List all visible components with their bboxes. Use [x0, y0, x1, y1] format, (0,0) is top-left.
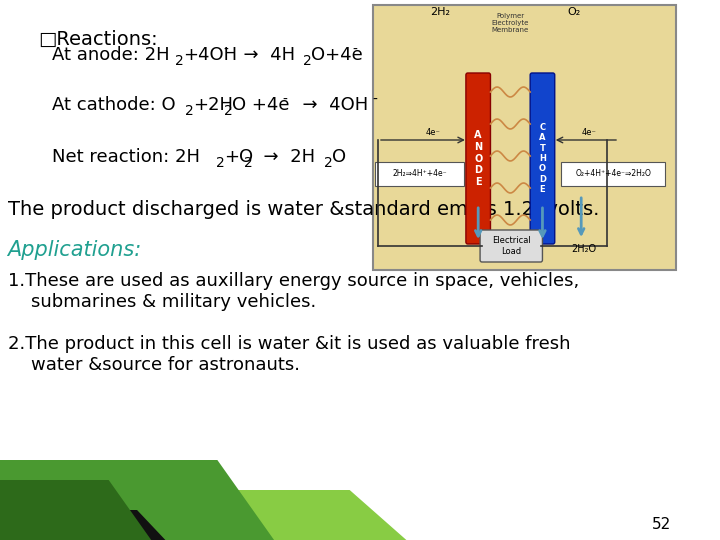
Text: A
N
O
D
E: A N O D E	[474, 130, 482, 187]
Text: -: -	[352, 43, 357, 57]
Text: -: -	[283, 93, 287, 107]
Text: O: O	[331, 148, 346, 166]
Text: 2: 2	[224, 104, 233, 118]
Polygon shape	[0, 490, 406, 540]
Text: 2: 2	[185, 104, 194, 118]
Text: O₂+4H⁺+4e⁻⇒2H₂O: O₂+4H⁺+4e⁻⇒2H₂O	[575, 170, 652, 179]
FancyBboxPatch shape	[375, 162, 464, 186]
Text: 2: 2	[175, 54, 184, 68]
Text: 4e⁻: 4e⁻	[426, 128, 440, 137]
Text: O+4e: O+4e	[311, 46, 363, 64]
FancyBboxPatch shape	[373, 5, 675, 270]
Text: At cathode: O: At cathode: O	[52, 96, 176, 114]
Text: 2H₂⇒4H⁺+4e⁻: 2H₂⇒4H⁺+4e⁻	[392, 170, 447, 179]
Text: Net reaction: 2H: Net reaction: 2H	[52, 148, 200, 166]
Text: +4OH: +4OH	[183, 46, 237, 64]
Text: +2H: +2H	[193, 96, 233, 114]
Text: The product discharged is water &standard emf is 1.23volts.: The product discharged is water &standar…	[8, 200, 599, 219]
FancyBboxPatch shape	[530, 73, 554, 244]
Text: At anode: 2H: At anode: 2H	[52, 46, 170, 64]
Text: water &source for astronauts.: water &source for astronauts.	[8, 356, 300, 374]
Text: O +4e: O +4e	[232, 96, 289, 114]
Text: 52: 52	[652, 517, 671, 532]
Text: →  4H: → 4H	[232, 46, 294, 64]
Text: -: -	[224, 43, 228, 57]
Text: 2H₂O: 2H₂O	[572, 244, 597, 254]
Text: C
A
T
H
O
D
E: C A T H O D E	[539, 123, 546, 194]
FancyBboxPatch shape	[480, 230, 542, 262]
Polygon shape	[0, 480, 151, 540]
Text: -: -	[372, 93, 377, 107]
Text: →  4OH: → 4OH	[291, 96, 368, 114]
Text: submarines & military vehicles.: submarines & military vehicles.	[8, 293, 316, 311]
Text: 2: 2	[324, 156, 333, 170]
Text: O₂: O₂	[567, 7, 580, 17]
Text: Applications:: Applications:	[8, 240, 142, 260]
Polygon shape	[0, 510, 166, 540]
Text: 2: 2	[216, 156, 225, 170]
Polygon shape	[0, 460, 274, 540]
Text: 1.These are used as auxillary energy source in space, vehicles,: 1.These are used as auxillary energy sou…	[8, 272, 579, 290]
Text: 2.The product in this cell is water &it is used as valuable fresh: 2.The product in this cell is water &it …	[8, 335, 570, 353]
Text: +O: +O	[224, 148, 253, 166]
FancyBboxPatch shape	[466, 73, 490, 244]
Text: 2H₂: 2H₂	[430, 7, 450, 17]
Text: →  2H: → 2H	[252, 148, 315, 166]
Text: 4e⁻: 4e⁻	[581, 128, 596, 137]
Text: Electrical
Load: Electrical Load	[492, 237, 531, 256]
Text: Polymer
Electrolyte
Membrane: Polymer Electrolyte Membrane	[492, 13, 529, 33]
FancyBboxPatch shape	[562, 162, 665, 186]
Text: □Reactions:: □Reactions:	[38, 30, 158, 49]
Text: 2: 2	[303, 54, 312, 68]
Text: 2: 2	[244, 156, 253, 170]
